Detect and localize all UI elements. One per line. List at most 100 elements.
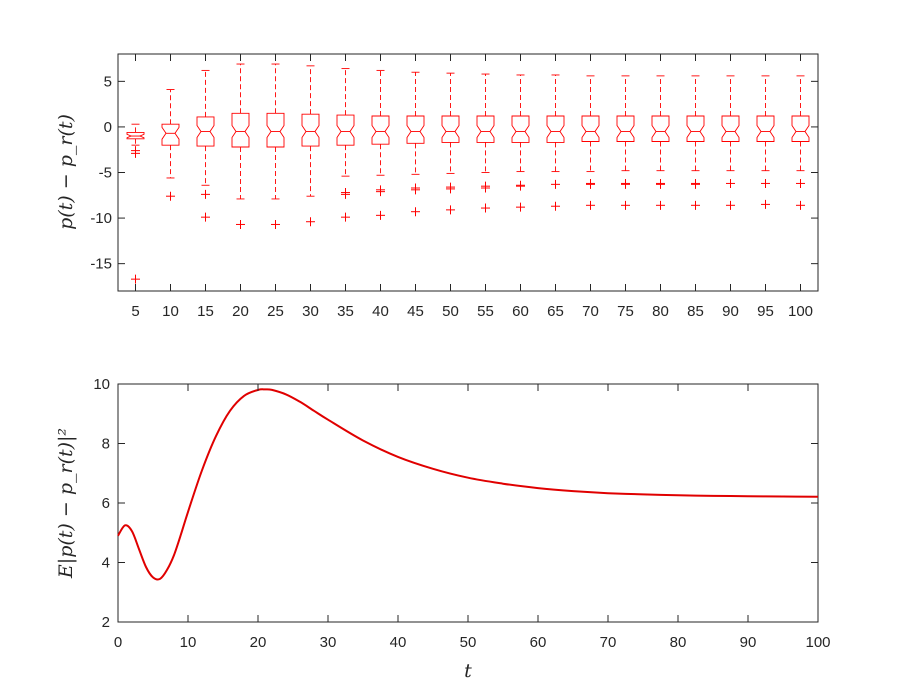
y-tick-label: 10 [93, 376, 110, 393]
outlier-marker [446, 184, 455, 194]
x-tick-label: 95 [757, 303, 774, 320]
x-tick-label: 25 [267, 303, 284, 320]
box-15 [196, 69, 215, 222]
x-tick-label: 70 [600, 634, 617, 651]
outlier-marker [516, 181, 525, 191]
x-tick-label: 40 [372, 303, 389, 320]
box-10 [161, 89, 180, 201]
box-body [791, 115, 810, 142]
boxplot-marks [126, 63, 810, 284]
box-100 [791, 75, 810, 210]
outlier-marker [236, 219, 245, 229]
box-50 [441, 72, 460, 215]
outlier-marker [656, 200, 665, 210]
box-80 [651, 75, 670, 210]
boxplot-y-axis-label: p(t) − p_r(t) [55, 114, 77, 230]
box-body [546, 115, 565, 143]
x-tick-label: 90 [740, 634, 757, 651]
box-25 [266, 63, 285, 229]
x-tick-label: 30 [320, 634, 337, 651]
box-body [651, 115, 670, 142]
y-tick-label: 8 [102, 436, 110, 453]
boxplot-panel: 50-5-10-15 5 10 15 20 25 30 35 40 45 50 55 60 65 70 75… [55, 53, 819, 320]
x-tick-label: 10 [180, 634, 197, 651]
box-55 [476, 73, 495, 213]
outlier-marker [516, 202, 525, 212]
y-tick-label: 2 [102, 614, 110, 631]
box-75 [616, 75, 635, 210]
box-40 [371, 69, 390, 220]
x-tick-label: 50 [442, 303, 459, 320]
outlier-marker [586, 200, 595, 210]
x-tick-label: 100 [805, 634, 830, 651]
x-tick-label: 50 [460, 634, 477, 651]
outlier-marker [341, 189, 350, 199]
x-tick-label: 0 [114, 634, 122, 651]
box-body [126, 131, 145, 140]
outlier-marker [201, 212, 210, 222]
line-y-ticks: 2 4 6 8 10 [93, 376, 818, 631]
y-tick-label: -10 [90, 210, 112, 227]
outlier-marker [796, 200, 805, 210]
outlier-marker [796, 178, 805, 188]
outlier-marker [376, 210, 385, 220]
x-tick-label: 85 [687, 303, 704, 320]
outlier-marker [411, 185, 420, 195]
outlier-marker [551, 201, 560, 211]
x-tick-label: 60 [512, 303, 529, 320]
x-tick-label: 75 [617, 303, 634, 320]
box-95 [756, 75, 775, 209]
outlier-marker [306, 217, 315, 227]
x-tick-label: 10 [162, 303, 179, 320]
y-tick-label: 6 [102, 495, 110, 512]
box-body [336, 114, 355, 146]
boxplot-x-ticks: 5 10 15 20 25 30 35 40 45 50 55 60 65 70 75 80 85 90 95 100 [131, 54, 813, 320]
box-body [616, 115, 635, 142]
outlier-marker [166, 191, 175, 201]
x-tick-label: 5 [131, 303, 139, 320]
box-body [301, 113, 320, 147]
box-85 [686, 75, 705, 210]
box-body [511, 115, 530, 143]
box-body [476, 115, 495, 143]
outlier-marker [341, 212, 350, 222]
box-5 [126, 123, 145, 284]
box-body [581, 115, 600, 142]
outlier-marker [481, 203, 490, 213]
box-65 [546, 74, 565, 211]
box-60 [511, 74, 530, 212]
outlier-marker [621, 179, 630, 189]
box-35 [336, 68, 355, 222]
box-body [266, 112, 285, 148]
x-tick-label: 65 [547, 303, 564, 320]
outlier-marker [481, 183, 490, 193]
box-20 [231, 63, 250, 229]
box-body [441, 115, 460, 143]
outlier-marker [586, 179, 595, 189]
outlier-marker [201, 189, 210, 199]
outlier-marker [691, 179, 700, 189]
box-body [196, 116, 215, 147]
box-body [161, 123, 180, 146]
outlier-marker [656, 179, 665, 189]
box-70 [581, 75, 600, 210]
box-body [756, 115, 775, 142]
y-tick-label: -15 [90, 256, 112, 273]
box-body [231, 112, 250, 148]
outlier-marker [761, 199, 770, 209]
x-tick-label: 55 [477, 303, 494, 320]
line-marks [117, 388, 819, 581]
outlier-marker [131, 148, 140, 158]
box-30 [301, 65, 320, 227]
box-body [686, 115, 705, 142]
x-tick-label: 15 [197, 303, 214, 320]
line-x-axis-label: t [464, 660, 472, 682]
x-tick-label: 20 [232, 303, 249, 320]
x-tick-label: 35 [337, 303, 354, 320]
y-tick-label: 5 [104, 73, 112, 90]
x-tick-label: 100 [788, 303, 813, 320]
x-tick-label: 80 [670, 634, 687, 651]
outlier-marker [271, 219, 280, 229]
